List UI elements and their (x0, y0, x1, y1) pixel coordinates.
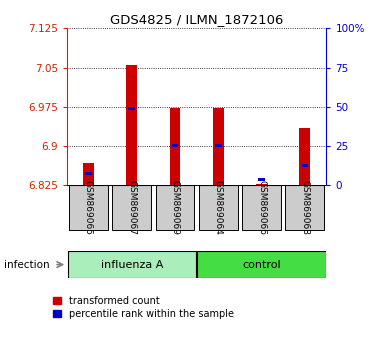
Bar (128, 107, 135, 110)
Title: GDS4825 / ILMN_1872106: GDS4825 / ILMN_1872106 (110, 13, 283, 26)
Bar (68, 251, 196, 278)
Bar (199, 185, 238, 230)
Bar (170, 108, 180, 185)
Bar (215, 144, 221, 148)
Bar (155, 185, 194, 230)
Bar (172, 144, 178, 148)
Bar (299, 127, 310, 185)
Bar (256, 183, 267, 185)
Bar (69, 185, 108, 230)
Text: control: control (242, 259, 281, 270)
Bar (258, 178, 265, 181)
Bar (213, 108, 224, 185)
Text: influenza A: influenza A (101, 259, 163, 270)
Bar (197, 251, 326, 278)
Bar (85, 171, 92, 175)
Bar (126, 65, 137, 185)
Bar (285, 185, 324, 230)
Bar (112, 185, 151, 230)
Bar (302, 164, 308, 167)
Legend: transformed count, percentile rank within the sample: transformed count, percentile rank withi… (53, 296, 234, 319)
Text: GSM869068: GSM869068 (301, 180, 309, 235)
Text: GSM869067: GSM869067 (127, 180, 136, 235)
Text: GSM869064: GSM869064 (214, 180, 223, 235)
Bar (83, 162, 94, 185)
Bar (242, 185, 281, 230)
Text: GSM869065: GSM869065 (84, 180, 93, 235)
Text: GSM869069: GSM869069 (171, 180, 180, 235)
Text: infection: infection (4, 259, 49, 270)
Text: GSM869066: GSM869066 (257, 180, 266, 235)
